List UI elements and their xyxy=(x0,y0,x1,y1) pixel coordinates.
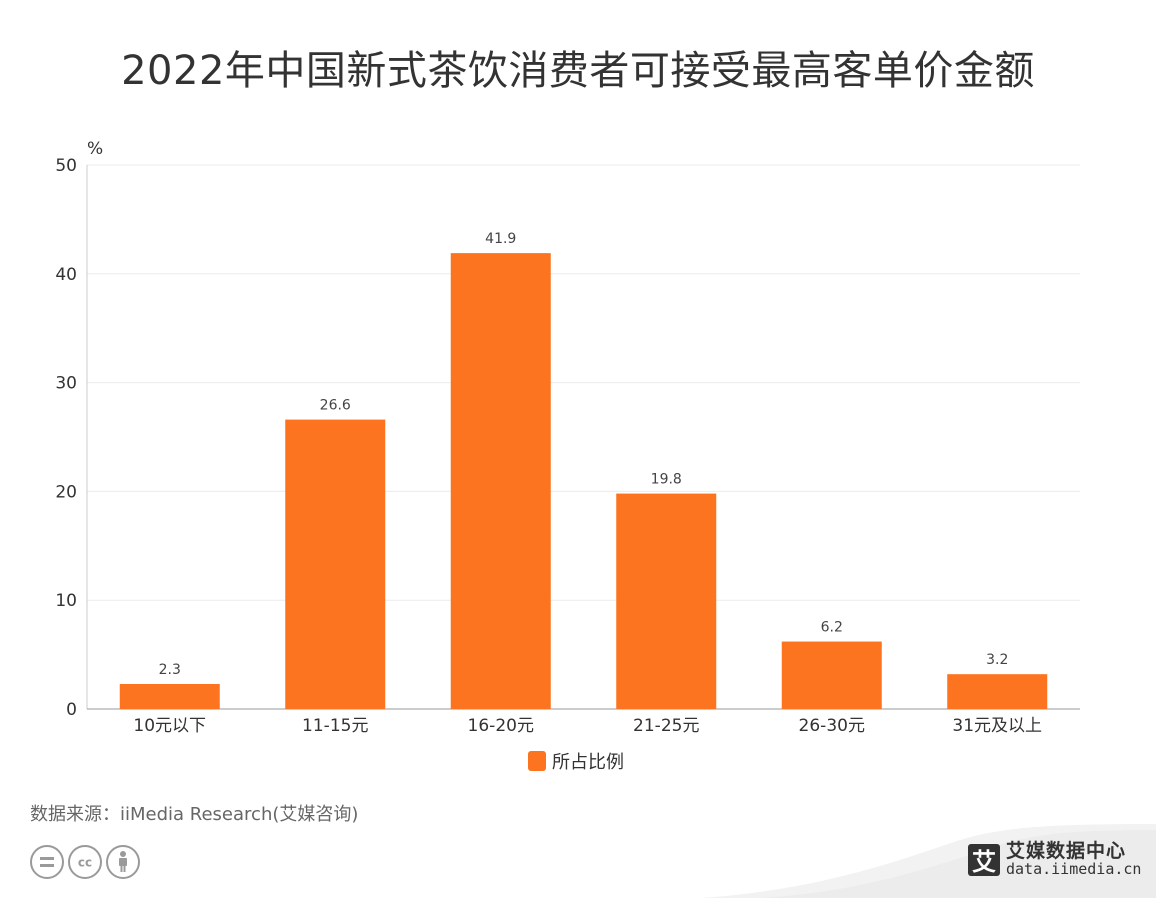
legend-label: 所占比例 xyxy=(552,752,624,773)
data-label: 41.9 xyxy=(485,231,516,247)
person-icon xyxy=(106,845,140,879)
y-unit-label: % xyxy=(87,139,103,159)
data-label: 6.2 xyxy=(821,620,843,636)
bar xyxy=(781,641,882,709)
legend-swatch xyxy=(528,751,546,771)
y-tick-label: 30 xyxy=(55,374,77,394)
brand-logo: 艾 艾媒数据中心 data.iimedia.cn xyxy=(968,840,1142,878)
y-tick-label: 20 xyxy=(55,482,77,502)
bar-chart: 2.3 26.6 41.9 19.8 6.2 3.2 0 10 20 30 40 50% 10元以下 1… xyxy=(55,139,1080,773)
tick-labels: 0 10 20 30 40 50% 10元以下 11-15元 16-20元 21-25元 26-30… xyxy=(55,139,1042,736)
bar xyxy=(285,419,386,709)
data-label: 19.8 xyxy=(651,472,682,488)
axes xyxy=(86,165,1080,710)
logo-url: data.iimedia.cn xyxy=(1006,859,1142,878)
equals-icon xyxy=(30,845,64,879)
bar xyxy=(616,493,717,709)
x-tick-label: 21-25元 xyxy=(633,716,699,736)
x-tick-label: 31元及以上 xyxy=(952,716,1042,736)
y-tick-label: 0 xyxy=(66,700,77,720)
logo-mark: 艾 xyxy=(968,843,1000,876)
data-label: 3.2 xyxy=(986,652,1008,668)
logo-name: 艾媒数据中心 xyxy=(1006,840,1127,862)
x-tick-label: 26-30元 xyxy=(799,716,865,736)
bar xyxy=(119,683,220,709)
cc-icon: cc xyxy=(68,845,102,879)
x-tick-label: 16-20元 xyxy=(468,716,534,736)
y-tick-label: 40 xyxy=(55,265,77,285)
bar xyxy=(947,674,1048,709)
y-tick-label: 50 xyxy=(55,156,77,176)
grid-lines xyxy=(87,164,1080,601)
bar xyxy=(450,253,551,710)
legend: 所占比例 xyxy=(528,751,624,773)
decorative-wave xyxy=(700,824,1156,898)
chart-title: 2022年中国新式茶饮消费者可接受最高客单价金额 xyxy=(121,48,1035,94)
data-source: 数据来源：iiMedia Research(艾媒咨询) xyxy=(30,804,359,825)
license-icons: cc xyxy=(30,845,140,881)
data-label: 2.3 xyxy=(159,662,181,678)
y-tick-label: 10 xyxy=(55,591,77,611)
x-tick-label: 10元以下 xyxy=(133,716,206,736)
data-label: 26.6 xyxy=(320,398,351,414)
svg-text:cc: cc xyxy=(78,856,92,870)
x-tick-label: 11-15元 xyxy=(302,716,368,736)
data-labels: 2.3 26.6 41.9 19.8 6.2 3.2 xyxy=(159,231,1009,678)
bars xyxy=(119,253,1048,710)
